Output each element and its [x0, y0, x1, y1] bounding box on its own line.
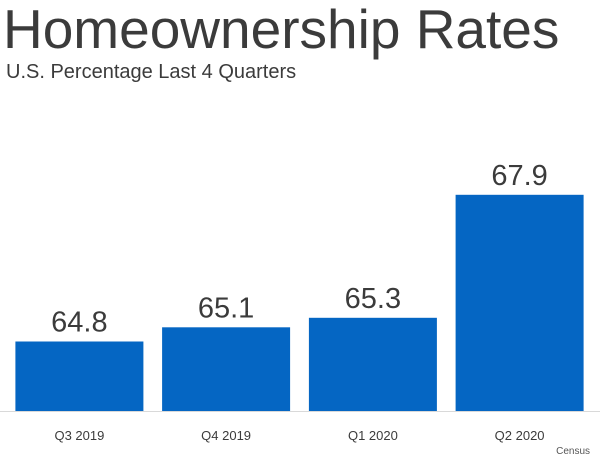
bar-q1-2020: [308, 317, 437, 411]
data-label: 64.8: [51, 307, 107, 339]
data-label: 65.1: [198, 292, 254, 324]
bar-q2-2020: [455, 194, 584, 411]
data-label: 67.9: [491, 160, 547, 192]
bar-q4-2019: [162, 327, 291, 411]
x-tick-label: Q3 2019: [54, 428, 104, 443]
source-note: Census: [556, 446, 590, 457]
bar-q3-2019: [15, 341, 144, 411]
chart-subtitle: U.S. Percentage Last 4 Quarters: [6, 61, 297, 83]
data-label: 65.3: [345, 283, 401, 315]
x-tick-label: Q1 2020: [348, 428, 398, 443]
chart-title: Homeownership Rates: [3, 0, 560, 60]
x-tick-label: Q2 2020: [495, 428, 545, 443]
x-tick-label: Q4 2019: [201, 428, 251, 443]
